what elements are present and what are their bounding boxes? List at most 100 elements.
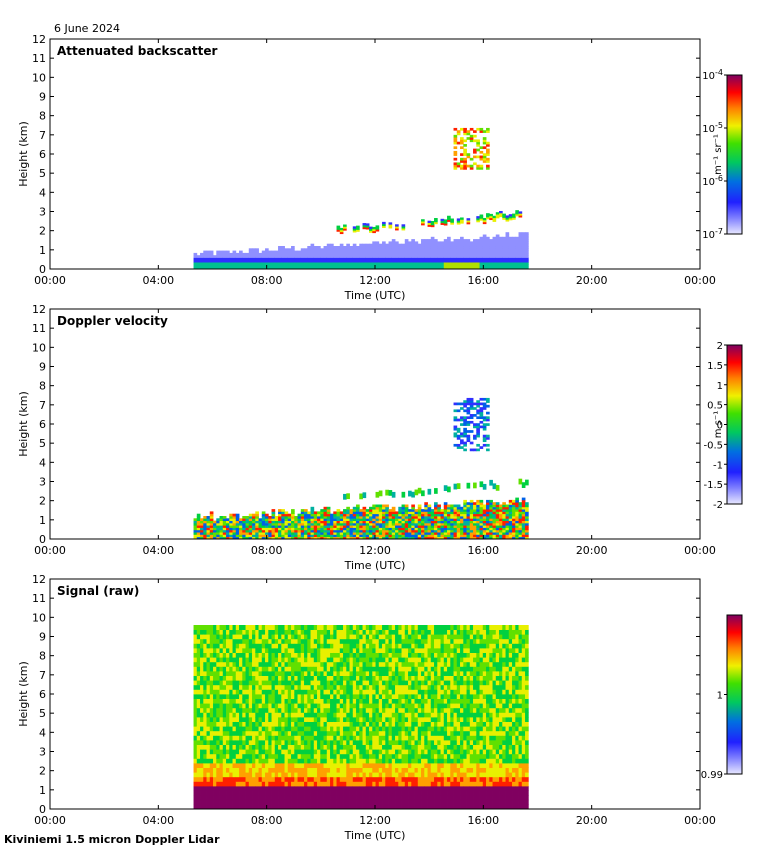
heatmap-cell bbox=[489, 534, 493, 538]
heatmap-cell bbox=[203, 735, 207, 741]
heatmap-cell bbox=[261, 740, 266, 745]
heatmap-cell bbox=[333, 629, 337, 635]
heatmap-cell bbox=[362, 255, 367, 258]
heatmap-cell bbox=[252, 772, 256, 778]
heatmap-cell bbox=[274, 799, 279, 805]
heatmap-cell bbox=[200, 522, 204, 526]
heatmap-cell bbox=[330, 527, 334, 531]
heatmap-cell bbox=[265, 522, 269, 526]
heatmap-cell bbox=[466, 409, 471, 413]
heatmap-cell bbox=[430, 518, 435, 521]
heatmap-cell bbox=[482, 155, 487, 159]
heatmap-cell bbox=[317, 666, 321, 672]
heatmap-cell bbox=[232, 536, 237, 540]
heatmap-cell bbox=[271, 259, 276, 263]
heatmap-cell bbox=[320, 529, 324, 533]
heatmap-cell bbox=[443, 518, 448, 521]
heatmap-cell bbox=[326, 518, 331, 521]
heatmap-cell bbox=[274, 532, 279, 535]
heatmap-cell bbox=[430, 248, 435, 251]
heatmap-cell bbox=[291, 799, 295, 805]
heatmap-cell bbox=[320, 730, 324, 736]
heatmap-cell bbox=[219, 758, 224, 764]
heatmap-cell bbox=[382, 513, 386, 517]
heatmap-cell bbox=[271, 758, 276, 764]
heatmap-cell bbox=[313, 804, 318, 810]
heatmap-cell bbox=[443, 522, 448, 526]
heatmap-cell bbox=[499, 246, 503, 249]
heatmap-cell bbox=[339, 529, 344, 533]
heatmap-cell bbox=[336, 703, 341, 709]
heatmap-cell bbox=[258, 763, 263, 768]
heatmap-cell bbox=[258, 264, 263, 268]
heatmap-cell bbox=[274, 758, 279, 764]
heatmap-cell bbox=[258, 707, 263, 713]
heatmap-cell bbox=[209, 726, 214, 732]
heatmap-cell bbox=[274, 726, 279, 732]
heatmap-cell bbox=[343, 520, 347, 524]
heatmap-cell bbox=[245, 525, 250, 528]
heatmap-cell bbox=[463, 257, 467, 261]
heatmap-cell bbox=[274, 804, 279, 810]
heatmap-cell bbox=[323, 652, 328, 658]
heatmap-cell bbox=[518, 264, 523, 268]
heatmap-cell bbox=[261, 255, 266, 258]
heatmap-cell bbox=[456, 513, 461, 517]
heatmap-cell bbox=[248, 643, 253, 649]
heatmap-cell bbox=[499, 532, 503, 535]
heatmap-cell bbox=[209, 266, 214, 270]
heatmap-cell bbox=[326, 266, 331, 270]
heatmap-cell bbox=[281, 749, 285, 755]
heatmap-cell bbox=[352, 522, 357, 526]
heatmap-cell bbox=[268, 763, 272, 768]
heatmap-cell bbox=[284, 799, 289, 805]
heatmap-cell bbox=[395, 259, 399, 263]
heatmap-cell bbox=[443, 264, 448, 268]
heatmap-cell bbox=[229, 671, 233, 676]
heatmap-cell bbox=[476, 536, 480, 540]
heatmap-cell bbox=[356, 513, 360, 517]
heatmap-cell bbox=[385, 252, 389, 256]
heatmap-cell bbox=[209, 689, 214, 695]
heatmap-cell bbox=[333, 527, 337, 531]
heatmap-cell bbox=[460, 164, 464, 168]
heatmap-cell bbox=[346, 657, 350, 663]
heatmap-cell bbox=[304, 250, 308, 254]
heatmap-cell bbox=[440, 529, 445, 533]
heatmap-cell bbox=[339, 536, 344, 540]
heatmap-cell bbox=[482, 532, 487, 535]
heatmap-cell bbox=[417, 522, 422, 526]
heatmap-cell bbox=[271, 721, 276, 727]
heatmap-cell bbox=[343, 753, 347, 759]
heatmap-cell bbox=[209, 795, 214, 801]
heatmap-cell bbox=[278, 509, 282, 512]
heatmap-cell bbox=[388, 522, 393, 526]
heatmap-cell bbox=[323, 730, 328, 736]
heatmap-cell bbox=[450, 264, 454, 268]
heatmap-cell bbox=[346, 506, 350, 510]
heatmap-cell bbox=[460, 141, 464, 145]
heatmap-cell bbox=[326, 749, 331, 755]
heatmap-cell bbox=[343, 763, 347, 768]
heatmap-cell bbox=[310, 804, 315, 810]
heatmap-cell bbox=[336, 749, 341, 755]
heatmap-cell bbox=[486, 416, 490, 420]
heatmap-cell bbox=[512, 236, 516, 240]
heatmap-cell bbox=[232, 638, 237, 644]
heatmap-cell bbox=[434, 536, 438, 540]
heatmap-cell bbox=[304, 248, 308, 251]
heatmap-cell bbox=[281, 753, 285, 759]
heatmap-cell bbox=[479, 402, 484, 406]
heatmap-cell bbox=[284, 648, 289, 653]
heatmap-cell bbox=[343, 799, 347, 805]
heatmap-cell bbox=[326, 767, 331, 773]
heatmap-cell bbox=[440, 522, 445, 526]
heatmap-cell bbox=[226, 638, 230, 644]
heatmap-cell bbox=[343, 493, 347, 500]
heatmap-cell bbox=[206, 532, 211, 535]
heatmap-cell bbox=[193, 786, 198, 791]
heatmap-cell bbox=[398, 534, 402, 538]
heatmap-cell bbox=[502, 239, 506, 242]
heatmap-cell bbox=[417, 252, 422, 256]
heatmap-cell bbox=[271, 749, 276, 755]
